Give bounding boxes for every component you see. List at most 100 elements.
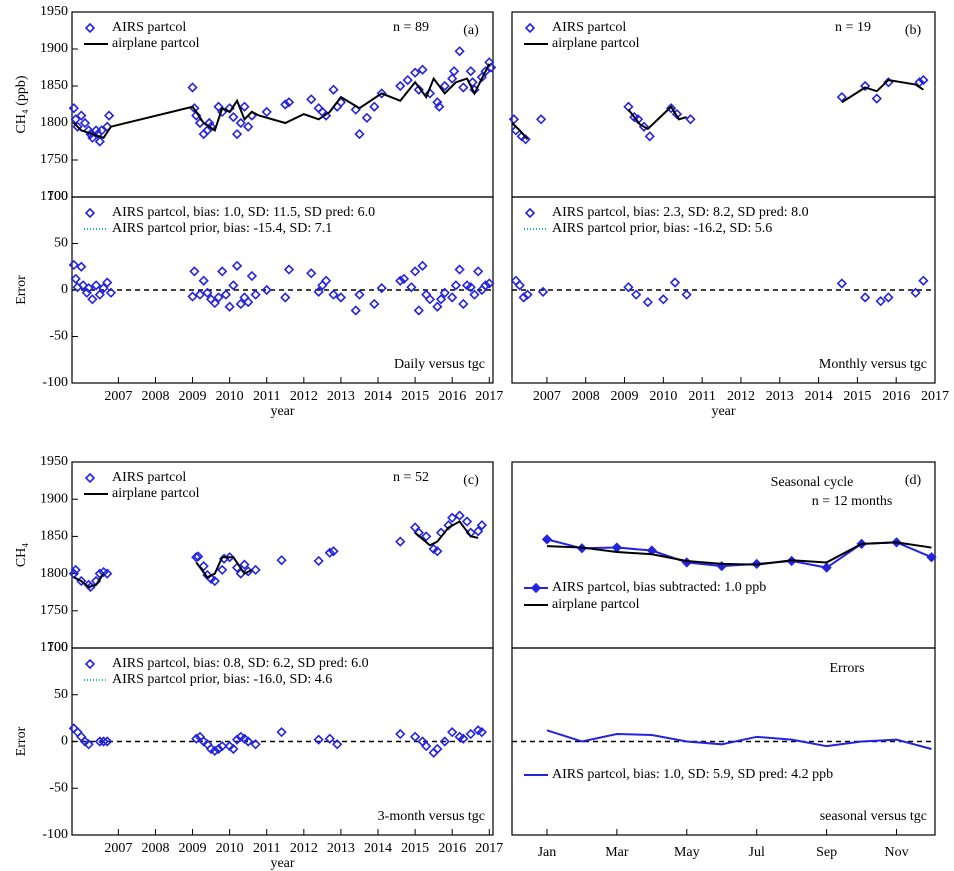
- legend-marker: [84, 472, 96, 484]
- legend-marker: [84, 22, 96, 34]
- data-point: [918, 74, 929, 86]
- y-tick-label: 1900: [40, 491, 68, 506]
- data-point: [94, 736, 105, 747]
- data-point: [541, 534, 553, 545]
- data-point: [261, 284, 272, 296]
- x-tick-label: 2012: [727, 389, 755, 404]
- data-point: [369, 101, 380, 112]
- x-tick-label: 2009: [611, 389, 639, 404]
- panel-label: (c): [463, 473, 479, 488]
- data-point: [87, 294, 98, 305]
- data-point: [454, 46, 465, 57]
- series-line: [73, 520, 479, 589]
- data-point: [283, 97, 295, 108]
- data-point: [871, 93, 882, 104]
- x-tick-label: 2017: [921, 389, 949, 404]
- data-point: [189, 266, 200, 277]
- x-tick-label: 2007: [533, 389, 561, 404]
- data-point: [209, 297, 220, 309]
- data-point: [465, 282, 476, 293]
- data-point: [439, 80, 450, 92]
- data-point: [76, 731, 87, 742]
- legend-marker: [530, 582, 542, 594]
- legend-label: AIRS partcol prior, bias: -15.4, SD: 7.1: [112, 221, 332, 236]
- data-point: [644, 131, 655, 142]
- data-point: [220, 289, 232, 300]
- y-tick-label: 1700: [40, 189, 68, 204]
- data-point: [467, 77, 478, 88]
- data-point: [476, 71, 488, 83]
- legend-label: AIRS partcol, bias: 1.0, SD: 11.5, SD pr…: [112, 205, 375, 220]
- data-point: [454, 510, 465, 521]
- x-axis-label: year: [270, 856, 294, 871]
- data-point: [476, 727, 488, 738]
- data-point: [96, 125, 107, 136]
- data-point: [98, 736, 109, 747]
- data-point: [105, 287, 117, 298]
- panel-label: (a): [463, 23, 479, 38]
- y-tick-label: 1950: [40, 454, 68, 469]
- data-point: [439, 736, 450, 747]
- data-point: [217, 564, 228, 576]
- data-point: [535, 114, 547, 125]
- y-tick-label: 1800: [40, 566, 68, 581]
- y-tick-label: 1750: [40, 603, 68, 618]
- x-tick-label: Jul: [749, 845, 765, 860]
- data-point: [77, 280, 89, 291]
- data-point: [243, 296, 254, 308]
- panel-annotation: Monthly versus tgc: [819, 357, 927, 372]
- data-point: [409, 731, 421, 742]
- x-tick-label: 2008: [141, 389, 169, 404]
- panel-annotation: 3-month versus tgc: [378, 809, 485, 824]
- panel-subtitle: n = 12 months: [812, 494, 893, 509]
- data-point: [102, 568, 113, 579]
- data-point: [395, 728, 406, 740]
- data-point: [395, 80, 406, 92]
- data-point: [669, 277, 681, 288]
- data-point: [409, 67, 421, 78]
- data-point: [658, 294, 669, 305]
- data-point: [432, 97, 443, 108]
- data-point: [276, 555, 287, 566]
- data-point: [642, 296, 653, 308]
- data-point: [320, 275, 332, 286]
- x-tick-label: 2014: [364, 389, 392, 404]
- y-tick-label: 0: [61, 734, 68, 749]
- data-point: [473, 266, 484, 277]
- legend-label: airplane partcol: [552, 36, 640, 51]
- legend-marker: [84, 658, 96, 670]
- data-point: [209, 745, 220, 756]
- data-point: [537, 286, 549, 297]
- data-point: [623, 282, 634, 293]
- data-point: [231, 128, 243, 140]
- data-point: [283, 264, 295, 275]
- x-axis-label: year: [711, 404, 735, 419]
- x-tick-label: 2013: [766, 389, 794, 404]
- data-point: [187, 82, 198, 93]
- legend-marker: [524, 207, 536, 219]
- data-point: [250, 739, 261, 750]
- panel-label: (d): [905, 473, 922, 488]
- data-point: [447, 512, 458, 523]
- x-tick-label: 2010: [216, 841, 244, 856]
- data-point: [243, 736, 254, 747]
- data-point: [447, 727, 458, 738]
- data-point: [417, 64, 428, 75]
- legend-label: AIRS partcol, bias: 1.0, SD: 5.9, SD pre…: [552, 767, 833, 782]
- x-tick-label: 2010: [649, 389, 677, 404]
- x-tick-label: 2016: [438, 841, 466, 856]
- data-point: [665, 103, 677, 114]
- data-point: [681, 289, 692, 300]
- y-tick-label: -100: [42, 375, 68, 390]
- data-point: [192, 551, 204, 562]
- data-point: [860, 292, 871, 303]
- legend-label: AIRS partcol, bias: 0.8, SD: 6.2, SD pre…: [112, 656, 369, 671]
- data-point: [836, 278, 847, 289]
- data-point: [83, 283, 94, 294]
- x-tick-label: 2012: [290, 841, 318, 856]
- x-tick-label: Mar: [605, 845, 629, 860]
- data-point: [250, 564, 261, 576]
- x-tick-label: May: [674, 845, 700, 860]
- count-label: n = 89: [393, 20, 429, 35]
